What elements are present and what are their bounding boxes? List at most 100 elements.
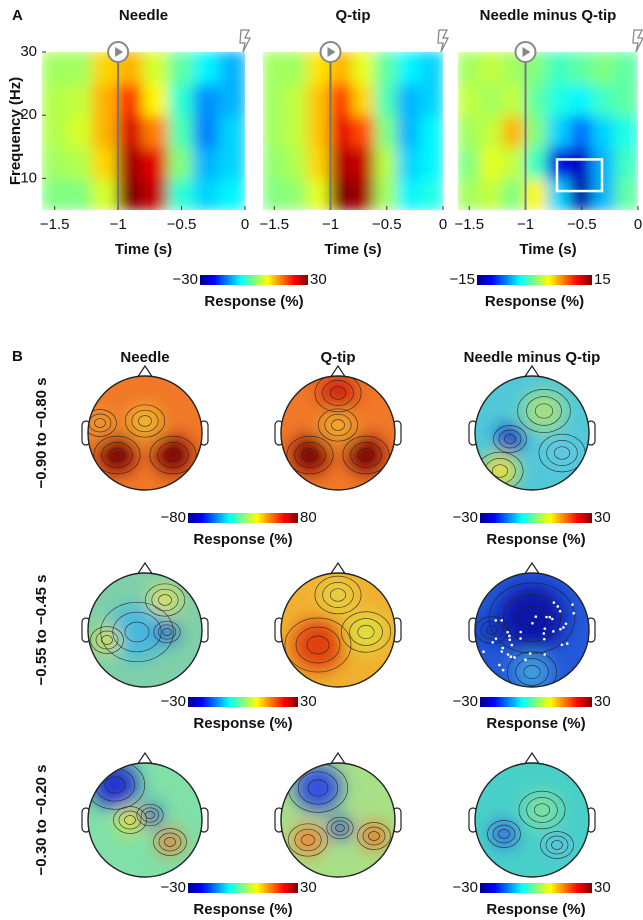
chart-title: Needle minus Q-tip — [480, 7, 617, 24]
panel-label: B — [12, 348, 23, 365]
heatmap-cell — [614, 177, 638, 210]
topoplot — [281, 763, 395, 877]
colorbar — [188, 697, 298, 707]
row-label: −0.55 to −0.45 s — [33, 575, 50, 686]
heatmap-cell — [329, 82, 354, 117]
heatmap-cell — [374, 82, 399, 117]
heatmap-cell — [218, 52, 245, 85]
topoplot — [475, 763, 589, 877]
heatmap-cell — [614, 52, 638, 85]
heatmap-cell — [419, 177, 443, 210]
topoplot — [281, 573, 395, 687]
heatmap-cell — [167, 114, 196, 148]
heatmap-cell — [397, 177, 422, 210]
colorbar-tick-label: 30 — [300, 693, 317, 710]
heatmap-cell — [374, 177, 399, 210]
head-nose — [329, 561, 347, 576]
heatmap-cell — [547, 82, 572, 117]
row-label: −0.30 to −0.20 s — [33, 765, 50, 876]
y-tick-label: 10 — [20, 169, 37, 186]
column-title: Needle — [120, 349, 169, 366]
heatmap-cell — [167, 82, 196, 117]
heatmap-cell — [547, 177, 572, 210]
heatmap-cell — [263, 177, 287, 210]
colorbar-tick-label: −30 — [453, 693, 478, 710]
heatmap-cell — [307, 114, 332, 148]
colorbar — [480, 883, 592, 893]
heatmap-cell — [352, 114, 377, 148]
colorbar-label: Response (%) — [204, 293, 303, 310]
head-outline — [87, 375, 203, 491]
colorbar-label: Response (%) — [193, 901, 292, 918]
heatmap-cell — [284, 114, 309, 148]
panel-label: A — [12, 7, 23, 24]
colorbar-tick-label: 30 — [594, 509, 611, 526]
colorbar-label: Response (%) — [486, 901, 585, 918]
heatmap-cell — [142, 52, 170, 85]
x-axis-label: Time (s) — [115, 241, 172, 258]
heatmap-cell — [117, 145, 145, 180]
heatmap-cell — [218, 177, 245, 210]
heatmap-cell — [284, 82, 309, 117]
row-label: −0.90 to −0.80 s — [33, 378, 50, 489]
y-tick-label: 30 — [20, 43, 37, 60]
x-tick-label: −0.5 — [567, 216, 597, 233]
x-tick-label: 0 — [439, 216, 447, 233]
heatmap-cell — [263, 82, 287, 117]
heatmap-cell — [193, 145, 221, 180]
topoplot — [88, 763, 202, 877]
heatmap-cell — [419, 82, 443, 117]
lightning-icon — [632, 29, 643, 53]
head-outline — [280, 762, 396, 878]
colorbar — [480, 513, 592, 523]
heatmap-cell — [374, 145, 399, 180]
heatmap-cell — [397, 82, 422, 117]
heatmap-cell — [592, 114, 617, 148]
head-nose — [136, 364, 154, 379]
heatmap-cell — [117, 114, 145, 148]
heatmap-cell — [397, 145, 422, 180]
head-nose — [329, 364, 347, 379]
colorbar-label: Response (%) — [486, 715, 585, 732]
colorbar-label: Response (%) — [485, 293, 584, 310]
heatmap-cell — [42, 145, 69, 180]
heatmap-cell — [397, 52, 422, 85]
heatmap-cell — [91, 114, 120, 148]
heatmap-cell — [142, 177, 170, 210]
topoplot — [88, 376, 202, 490]
heatmap-cell — [329, 114, 354, 148]
topoplot — [475, 573, 589, 687]
heatmap-cell — [307, 145, 332, 180]
heatmap-cell — [329, 177, 354, 210]
heatmap-cell — [42, 82, 69, 117]
x-axis-label: Time (s) — [519, 241, 576, 258]
heatmap — [458, 52, 638, 210]
heatmap-cell — [524, 82, 549, 117]
heatmap-cell — [524, 145, 549, 180]
heatmap-cell — [263, 52, 287, 85]
heatmap-cell — [592, 145, 617, 180]
column-title: Needle minus Q-tip — [464, 349, 601, 366]
heatmap — [263, 52, 443, 210]
x-tick-label: 0 — [241, 216, 249, 233]
x-tick-label: −0.5 — [372, 216, 402, 233]
heatmap-cell — [66, 52, 94, 85]
heatmap-cell — [479, 52, 504, 85]
head-nose — [329, 751, 347, 766]
heatmap-cell — [569, 145, 594, 180]
heatmap-cell — [458, 177, 482, 210]
colorbar — [480, 697, 592, 707]
x-tick-label: −1 — [110, 216, 127, 233]
heatmap-cell — [374, 52, 399, 85]
head-nose — [136, 751, 154, 766]
heatmap-cell — [91, 145, 120, 180]
heatmap-cell — [614, 114, 638, 148]
colorbar-tick-label: −15 — [450, 271, 475, 288]
heatmap-cell — [167, 145, 196, 180]
topoplot — [88, 573, 202, 687]
heatmap-cell — [42, 52, 69, 85]
head-outline — [87, 762, 203, 878]
heatmap-cell — [458, 52, 482, 85]
heatmap-cell — [352, 52, 377, 85]
heatmap-cell — [592, 177, 617, 210]
